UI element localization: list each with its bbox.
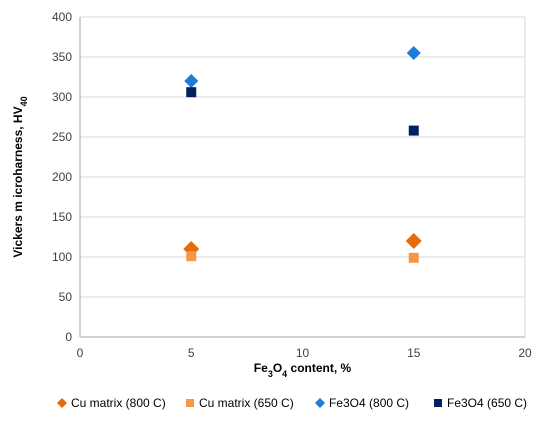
data-point-s3-p0 bbox=[186, 87, 197, 98]
data-point-s3-p1 bbox=[408, 125, 419, 136]
y-tick-label-400: 400 bbox=[52, 10, 72, 24]
legend-label-3: Fe3O4 (650 C) bbox=[447, 396, 527, 410]
data-points bbox=[183, 46, 422, 263]
legend-item-0: Cu matrix (800 C) bbox=[57, 396, 166, 410]
legend-marker-3 bbox=[434, 399, 442, 407]
y-tick-label-200: 200 bbox=[52, 170, 72, 184]
legend-item-1: Cu matrix (650 C) bbox=[186, 396, 294, 410]
x-axis-title: Fe3O4 content, % bbox=[254, 361, 352, 379]
legend-marker-1 bbox=[186, 399, 194, 407]
axes bbox=[79, 17, 525, 338]
y-tick-label-350: 350 bbox=[52, 50, 72, 64]
data-point-s2-p1 bbox=[406, 46, 421, 60]
legend-marker-2 bbox=[315, 398, 325, 408]
x-tick-label-0: 0 bbox=[77, 346, 84, 360]
legend-marker-0 bbox=[57, 398, 67, 408]
x-tick-label-5: 5 bbox=[188, 346, 195, 360]
x-tick-label-20: 20 bbox=[518, 346, 532, 360]
x-tick-label-10: 10 bbox=[296, 346, 310, 360]
data-point-s0-p1 bbox=[405, 233, 422, 249]
legend: Cu matrix (800 C) Cu matrix (650 C) Fe3O4 … bbox=[57, 396, 527, 410]
data-point-s1-p1 bbox=[408, 252, 419, 263]
y-tick-label-50: 50 bbox=[59, 290, 73, 304]
legend-item-3: Fe3O4 (650 C) bbox=[434, 396, 527, 410]
y-tick-label-300: 300 bbox=[52, 90, 72, 104]
legend-label-0: Cu matrix (800 C) bbox=[71, 396, 166, 410]
y-tick-label-150: 150 bbox=[52, 210, 72, 224]
y-axis-title: Vickers m icroharness, HV40 bbox=[11, 96, 29, 257]
grid-lines bbox=[80, 16, 526, 337]
data-point-s1-p0 bbox=[186, 251, 197, 262]
y-tick-label-250: 250 bbox=[52, 130, 72, 144]
x-tick-label-15: 15 bbox=[407, 346, 421, 360]
tick-labels: 0 50 100 150 200 250 300 350 400 0 5 10 15 20 bbox=[52, 10, 532, 360]
data-point-s2-p0 bbox=[184, 74, 199, 88]
legend-label-1: Cu matrix (650 C) bbox=[199, 396, 294, 410]
y-tick-label-100: 100 bbox=[52, 250, 72, 264]
y-tick-label-0: 0 bbox=[65, 330, 72, 344]
legend-item-2: Fe3O4 (800 C) bbox=[315, 396, 409, 410]
legend-label-2: Fe3O4 (800 C) bbox=[329, 396, 409, 410]
